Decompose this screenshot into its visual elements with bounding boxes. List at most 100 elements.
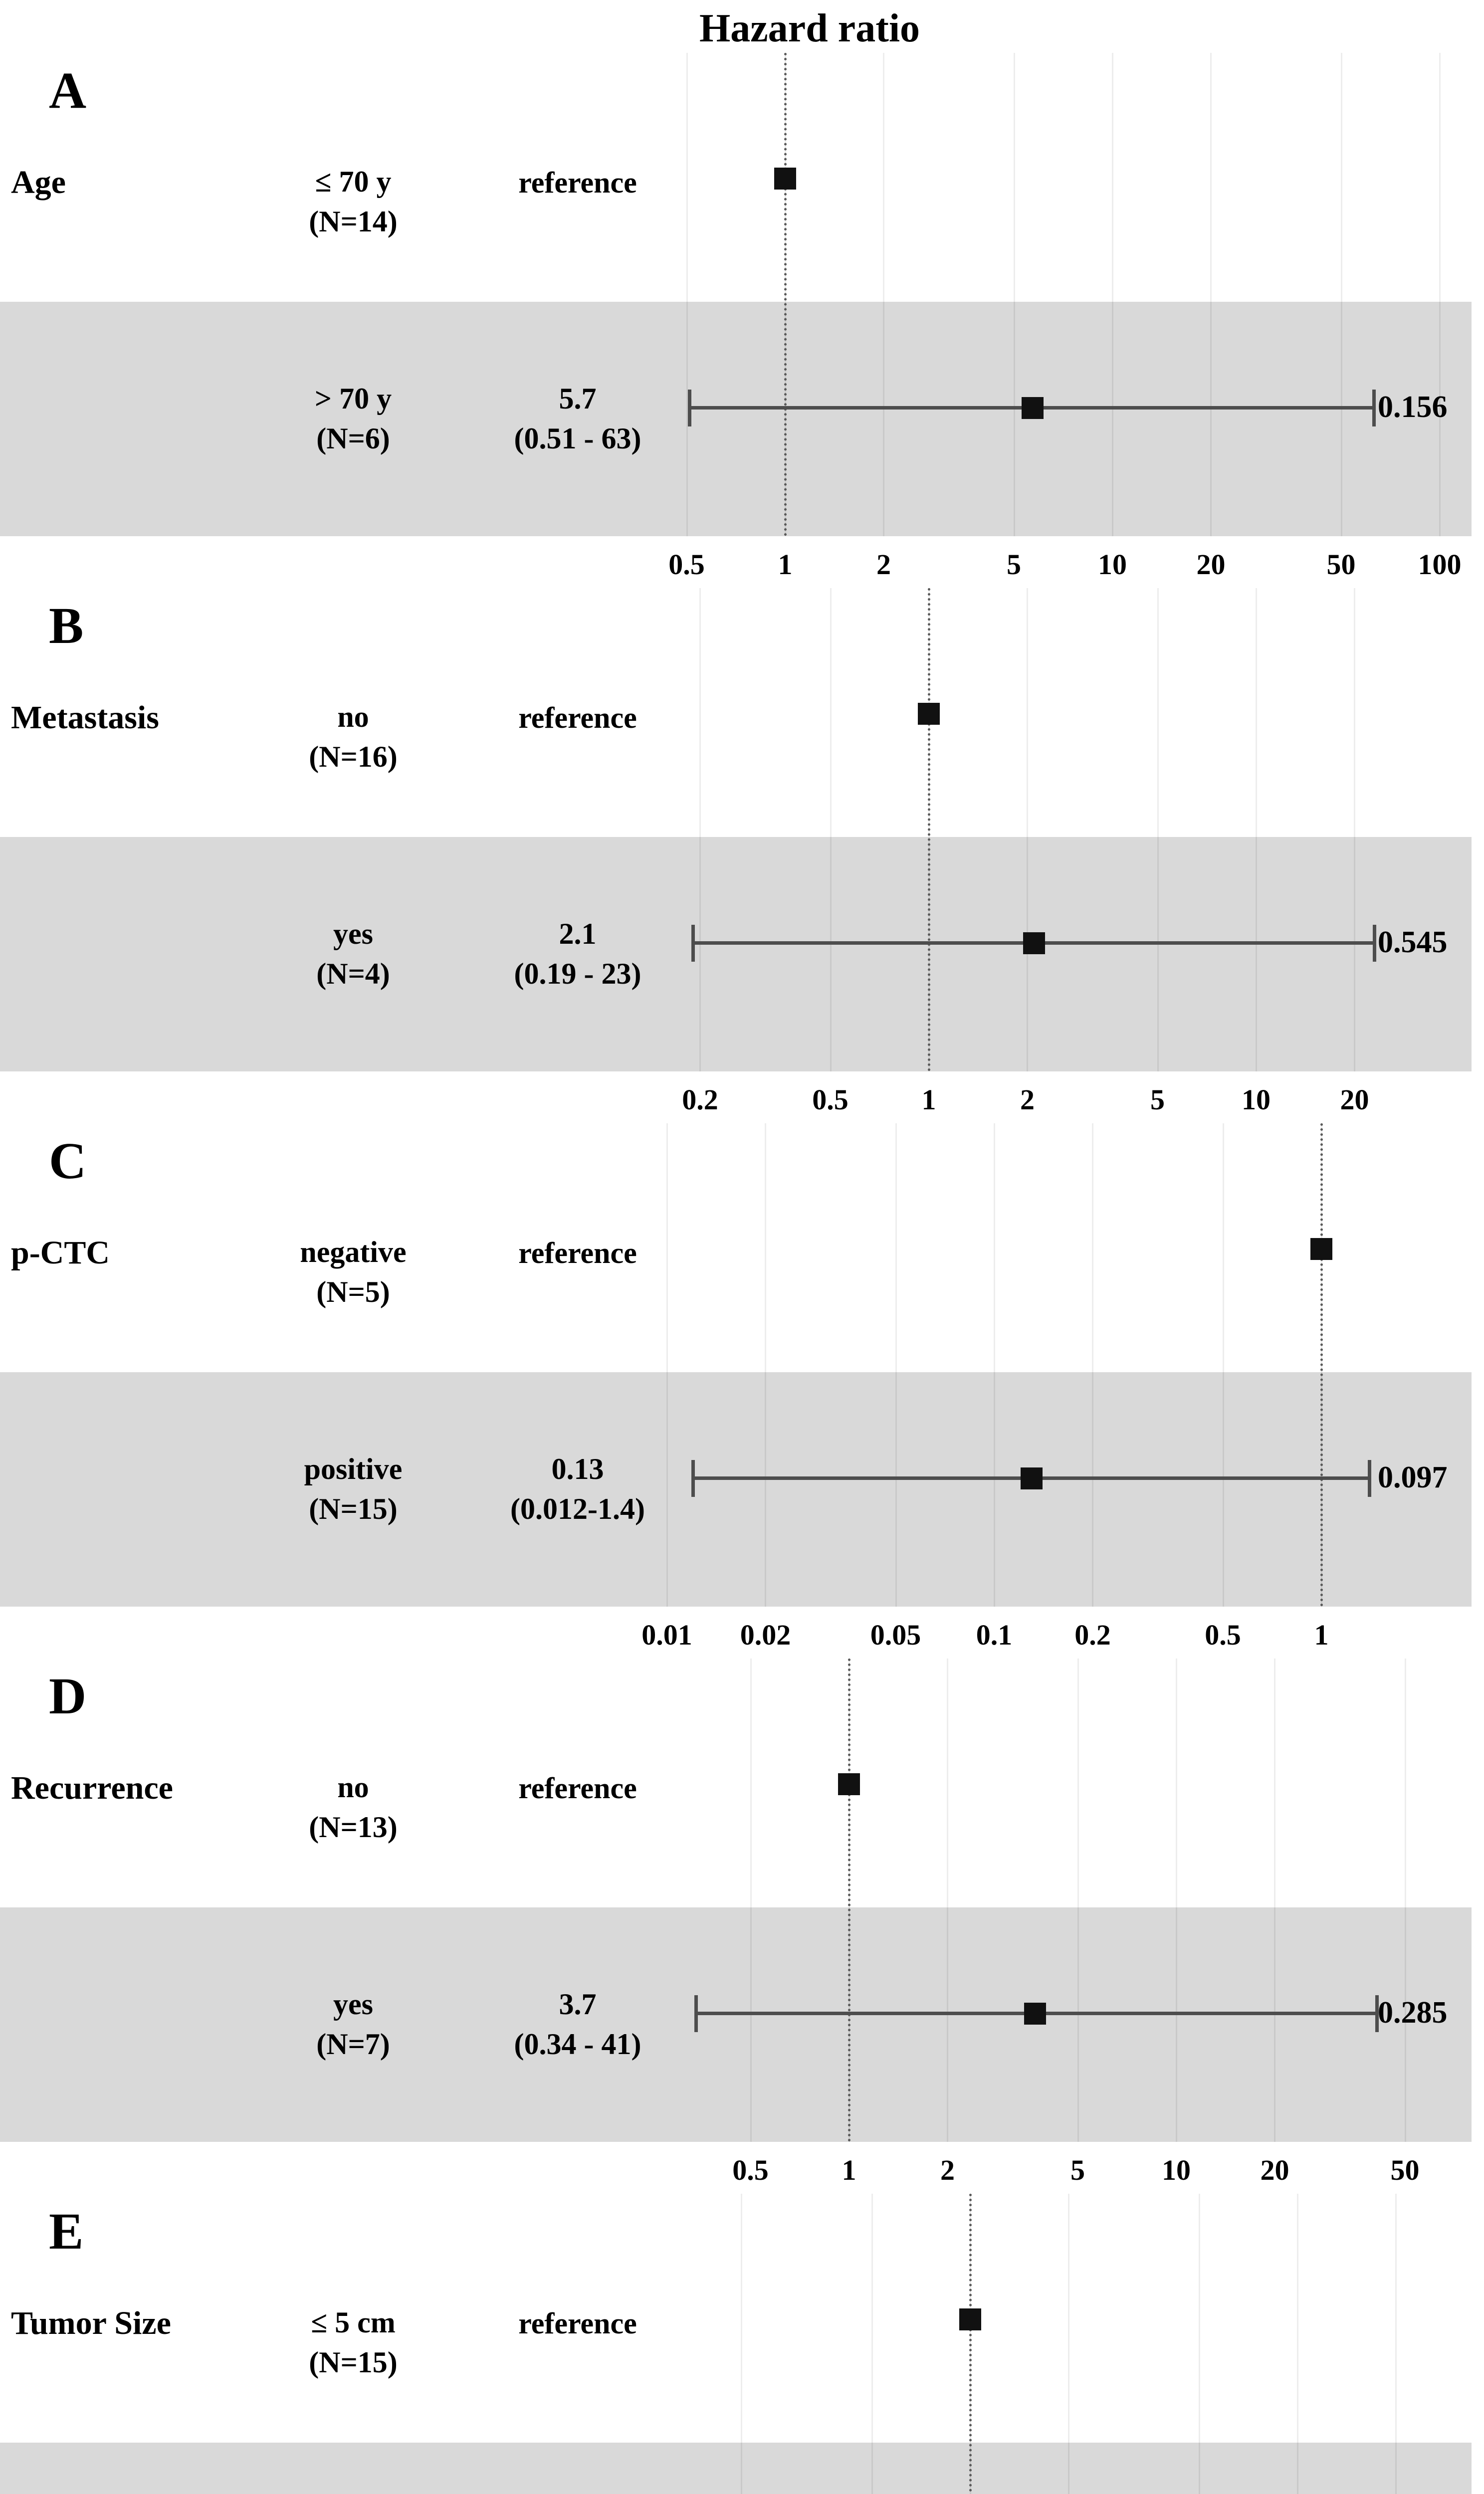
panel-age: A Age ≤ 70 y (N=14) reference > 70 y (N=…	[0, 50, 1484, 585]
category-n-label: (N=15)	[309, 2346, 398, 2379]
reference-point-marker	[774, 168, 796, 190]
ci-label: (0.19 - 23)	[514, 957, 641, 990]
gridline	[1274, 1659, 1276, 2142]
estimate-label: 2.1	[559, 917, 597, 950]
point-marker	[1024, 2003, 1046, 2025]
axis-tick-label: 10	[1242, 1083, 1271, 1116]
x-axis	[0, 536, 1484, 585]
axis-tick-label: 100	[1418, 548, 1462, 581]
p-value: 0.097	[1378, 1460, 1448, 1494]
panel-letter: A	[49, 62, 87, 119]
axis-tick-label: 20	[1196, 548, 1226, 581]
axis-tick-label: 0.01	[641, 1619, 692, 1651]
axis-tick-label: 5	[1150, 1083, 1165, 1116]
reference-point-marker	[918, 703, 940, 725]
panel-tumor-size: E Tumor Size ≤ 5 cm (N=15) reference > 5…	[0, 2191, 1484, 2494]
gridline	[666, 1123, 668, 1607]
gridline	[1395, 2194, 1397, 2494]
gridline	[1297, 2194, 1298, 2494]
category-label: ≤ 70 y	[315, 165, 392, 198]
panel-letter: D	[49, 1667, 87, 1725]
p-value: 0.156	[1378, 390, 1448, 424]
category-n-label: (N=5)	[316, 1275, 390, 1308]
reference-row: Tumor Size ≤ 5 cm (N=15) reference	[0, 2281, 1484, 2443]
gridline	[1439, 53, 1441, 536]
p-value: 0.545	[1378, 925, 1448, 959]
ci-label: (0.012-1.4)	[510, 1492, 645, 1525]
estimate-label: 3.7	[559, 1988, 597, 2021]
gridline	[947, 1659, 949, 2142]
ci-label: (0.34 - 41)	[514, 2028, 641, 2061]
gridline	[741, 2194, 743, 2494]
axis-tick-label: 0.5	[732, 2154, 769, 2186]
ci-label: (0.51 - 63)	[514, 422, 641, 455]
axis-tick-label: 20	[1260, 2154, 1289, 2186]
axis-tick-label: 0.5	[1205, 1619, 1241, 1651]
gridline	[1256, 588, 1257, 1071]
panel-letter: E	[49, 2203, 84, 2260]
gridline	[830, 588, 832, 1071]
axis-tick-label: 2	[1020, 1083, 1035, 1116]
axis-tick-label: 50	[1326, 548, 1356, 581]
variable-label: Metastasis	[11, 699, 159, 736]
p-value: 0.285	[1378, 1996, 1448, 2030]
category-label: ≤ 5 cm	[311, 2306, 396, 2339]
estimate-label: reference	[518, 701, 637, 734]
gridline	[1068, 2194, 1070, 2494]
ci-upper-cap	[1373, 925, 1377, 962]
gridline	[1176, 1659, 1177, 2142]
axis-tick-label: 10	[1162, 2154, 1191, 2186]
gridline	[1354, 588, 1356, 1071]
axis-tick-label: 0.1	[976, 1619, 1013, 1651]
gridline	[1092, 1123, 1094, 1607]
gridline	[895, 1123, 897, 1607]
comparison-row: > 5 cm (N=5) 1.5 (0.14 - 17) 0.724	[0, 2443, 1472, 2494]
category-label: negative	[300, 1236, 407, 1268]
point-marker	[1020, 1467, 1043, 1489]
gridline	[994, 1123, 995, 1607]
category-n-label: (N=15)	[309, 1492, 398, 1525]
estimate-label: 0.13	[551, 1453, 604, 1485]
variable-label: Tumor Size	[11, 2305, 171, 2341]
reference-point-marker	[838, 1773, 860, 1795]
category-label: no	[337, 1771, 369, 1804]
gridline	[1210, 53, 1212, 536]
panel-letter: B	[49, 597, 84, 654]
axis-tick-label: 1	[842, 2154, 856, 2186]
axis-tick-label: 5	[1007, 548, 1022, 581]
estimate-label: reference	[518, 166, 637, 199]
category-label: yes	[333, 917, 373, 950]
point-marker	[1021, 397, 1044, 419]
axis-tick-label: 10	[1098, 548, 1127, 581]
panel-metastasis: B Metastasis no (N=16) reference yes (N=…	[0, 585, 1484, 1120]
axis-tick-label: 1	[1314, 1619, 1329, 1651]
ci-lower-cap	[694, 1995, 698, 2032]
gridline	[1340, 53, 1342, 536]
gridline	[686, 53, 688, 536]
gridline	[1198, 2194, 1200, 2494]
chart-title: Hazard ratio	[699, 6, 920, 50]
ci-lower-cap	[688, 390, 692, 426]
category-label: > 70 y	[314, 382, 392, 415]
axis-tick-label: 1	[778, 548, 793, 581]
axis-tick-label: 0.5	[668, 548, 705, 581]
estimate-label: reference	[518, 2307, 637, 2340]
comparison-row: positive (N=15) 0.13 (0.012-1.4) 0.097	[0, 1372, 1472, 1607]
category-n-label: (N=13)	[309, 1811, 398, 1844]
gridline	[699, 588, 701, 1071]
category-n-label: (N=4)	[316, 957, 390, 990]
estimate-label: 5.7	[559, 382, 597, 415]
axis-tick-label: 50	[1390, 2154, 1420, 2186]
category-label: positive	[304, 1453, 403, 1485]
ci-upper-cap	[1372, 390, 1376, 426]
reference-row: p-CTC negative (N=5) reference	[0, 1210, 1484, 1372]
gridline	[1404, 1659, 1406, 2142]
variable-label: p-CTC	[11, 1235, 110, 1271]
ci-lower-cap	[691, 925, 695, 962]
axis-tick-label: 1	[921, 1083, 936, 1116]
reference-line	[848, 1659, 850, 2142]
axis-tick-label: 2	[940, 2154, 955, 2186]
reference-point-marker	[1310, 1238, 1332, 1260]
gridline	[1222, 1123, 1224, 1607]
panel-letter: C	[49, 1132, 87, 1190]
